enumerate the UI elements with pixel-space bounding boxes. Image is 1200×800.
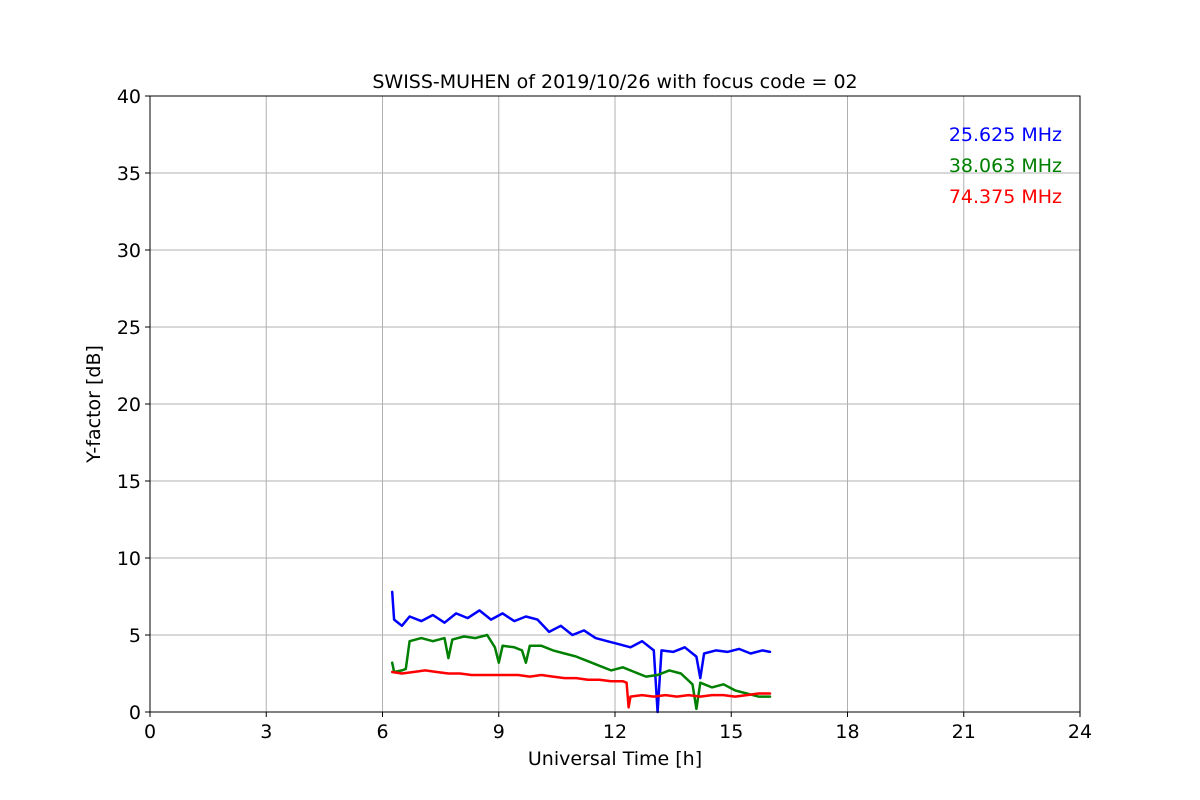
- chart-title: SWISS-MUHEN of 2019/10/26 with focus cod…: [372, 71, 857, 93]
- y-tick-label: 30: [117, 240, 141, 262]
- x-axis-label: Universal Time [h]: [528, 748, 702, 770]
- y-tick-label: 25: [117, 317, 141, 339]
- y-tick-label: 20: [117, 394, 141, 416]
- y-tick-label: 10: [117, 548, 141, 570]
- x-tick-label: 6: [376, 721, 388, 743]
- series-line-2: [390, 633, 772, 711]
- series-line-1: [390, 590, 772, 714]
- legend-entry-3: 74.375 MHz: [949, 186, 1062, 208]
- y-tick-label: 0: [129, 702, 141, 724]
- x-tick-label: 21: [952, 721, 976, 743]
- y-tick-label: 15: [117, 471, 141, 493]
- x-tick-label: 9: [493, 721, 505, 743]
- y-tick-label: 5: [129, 625, 141, 647]
- plot-lines: [390, 590, 772, 714]
- legend-entry-2: 38.063 MHz: [949, 155, 1062, 177]
- legend: 25.625 MHz 38.063 MHz 74.375 MHz: [949, 124, 1062, 208]
- x-tick-label: 18: [835, 721, 859, 743]
- y-tick-label: 40: [117, 86, 141, 108]
- x-tick-label: 3: [260, 721, 272, 743]
- axis-ticks: 0 3 6 9 12 15 18 21 24 0 5 10 15 20 25 30 35 40: [117, 86, 1092, 743]
- y-axis-label: Y-factor [dB]: [83, 345, 105, 464]
- x-tick-label: 15: [719, 721, 743, 743]
- x-tick-label: 24: [1068, 721, 1092, 743]
- series-line-3: [390, 669, 772, 709]
- x-tick-label: 12: [603, 721, 627, 743]
- legend-entry-1: 25.625 MHz: [949, 124, 1062, 146]
- y-tick-label: 35: [117, 163, 141, 185]
- grid: [149, 95, 1081, 713]
- x-tick-label: 0: [144, 721, 156, 743]
